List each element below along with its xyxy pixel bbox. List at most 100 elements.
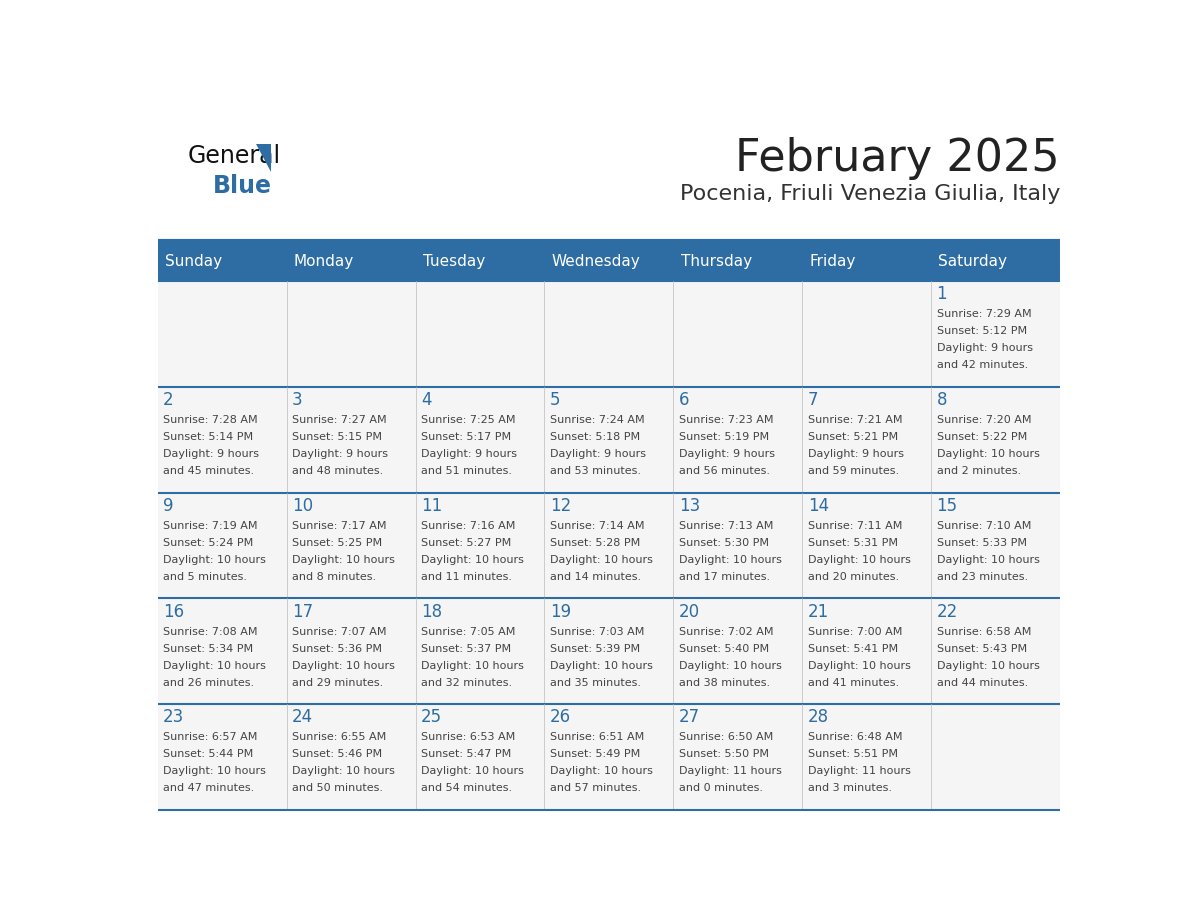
FancyBboxPatch shape	[286, 599, 416, 704]
Text: 2: 2	[163, 391, 173, 409]
Text: Tuesday: Tuesday	[423, 253, 485, 269]
Text: and 3 minutes.: and 3 minutes.	[808, 783, 892, 793]
Text: 28: 28	[808, 709, 829, 726]
FancyBboxPatch shape	[416, 281, 544, 387]
Text: Daylight: 10 hours: Daylight: 10 hours	[936, 554, 1040, 565]
Text: Sunrise: 7:00 AM: Sunrise: 7:00 AM	[808, 627, 902, 637]
Text: Daylight: 10 hours: Daylight: 10 hours	[808, 554, 910, 565]
Text: Sunrise: 7:27 AM: Sunrise: 7:27 AM	[292, 415, 387, 425]
Text: 12: 12	[550, 497, 571, 515]
FancyBboxPatch shape	[416, 493, 544, 599]
Text: Sunrise: 7:25 AM: Sunrise: 7:25 AM	[421, 415, 516, 425]
Text: Sunset: 5:39 PM: Sunset: 5:39 PM	[550, 644, 640, 654]
Text: 15: 15	[936, 497, 958, 515]
Text: General: General	[188, 144, 280, 168]
Text: 1: 1	[936, 285, 947, 304]
Text: Sunset: 5:51 PM: Sunset: 5:51 PM	[808, 749, 898, 759]
Text: 16: 16	[163, 603, 184, 621]
Text: and 56 minutes.: and 56 minutes.	[678, 466, 770, 476]
Text: Thursday: Thursday	[681, 253, 752, 269]
Text: Monday: Monday	[293, 253, 354, 269]
Text: and 54 minutes.: and 54 minutes.	[421, 783, 512, 793]
FancyBboxPatch shape	[158, 704, 286, 810]
Text: and 48 minutes.: and 48 minutes.	[292, 466, 384, 476]
Text: Daylight: 9 hours: Daylight: 9 hours	[421, 449, 517, 459]
Text: and 50 minutes.: and 50 minutes.	[292, 783, 383, 793]
Text: 19: 19	[550, 603, 571, 621]
Text: Sunset: 5:30 PM: Sunset: 5:30 PM	[678, 538, 769, 548]
Text: Sunset: 5:27 PM: Sunset: 5:27 PM	[421, 538, 511, 548]
Text: Daylight: 11 hours: Daylight: 11 hours	[808, 767, 910, 777]
FancyBboxPatch shape	[544, 493, 674, 599]
Text: Sunrise: 7:14 AM: Sunrise: 7:14 AM	[550, 521, 644, 531]
Text: Daylight: 10 hours: Daylight: 10 hours	[292, 661, 394, 671]
Text: 25: 25	[421, 709, 442, 726]
FancyBboxPatch shape	[286, 493, 416, 599]
Text: Blue: Blue	[213, 174, 272, 197]
Text: 24: 24	[292, 709, 314, 726]
Text: 9: 9	[163, 497, 173, 515]
Text: Sunrise: 6:50 AM: Sunrise: 6:50 AM	[678, 733, 773, 743]
FancyBboxPatch shape	[286, 704, 416, 810]
Text: and 59 minutes.: and 59 minutes.	[808, 466, 899, 476]
Text: and 35 minutes.: and 35 minutes.	[550, 677, 640, 688]
Text: and 57 minutes.: and 57 minutes.	[550, 783, 642, 793]
Text: Sunrise: 7:08 AM: Sunrise: 7:08 AM	[163, 627, 258, 637]
Text: Daylight: 10 hours: Daylight: 10 hours	[678, 661, 782, 671]
Text: 13: 13	[678, 497, 700, 515]
FancyBboxPatch shape	[416, 387, 544, 493]
Text: Sunset: 5:47 PM: Sunset: 5:47 PM	[421, 749, 511, 759]
FancyBboxPatch shape	[674, 281, 802, 387]
FancyBboxPatch shape	[931, 704, 1060, 810]
Text: Daylight: 10 hours: Daylight: 10 hours	[292, 767, 394, 777]
Text: Sunrise: 7:21 AM: Sunrise: 7:21 AM	[808, 415, 902, 425]
Text: and 8 minutes.: and 8 minutes.	[292, 572, 377, 582]
FancyBboxPatch shape	[544, 387, 674, 493]
Text: Sunrise: 7:10 AM: Sunrise: 7:10 AM	[936, 521, 1031, 531]
Text: Daylight: 10 hours: Daylight: 10 hours	[163, 767, 266, 777]
Text: 6: 6	[678, 391, 689, 409]
Text: Daylight: 10 hours: Daylight: 10 hours	[163, 661, 266, 671]
Text: 8: 8	[936, 391, 947, 409]
Polygon shape	[257, 144, 271, 173]
Text: Pocenia, Friuli Venezia Giulia, Italy: Pocenia, Friuli Venezia Giulia, Italy	[680, 185, 1060, 205]
Text: Daylight: 10 hours: Daylight: 10 hours	[678, 554, 782, 565]
Text: Sunset: 5:12 PM: Sunset: 5:12 PM	[936, 327, 1026, 337]
Text: Sunrise: 7:11 AM: Sunrise: 7:11 AM	[808, 521, 902, 531]
Text: Daylight: 10 hours: Daylight: 10 hours	[292, 554, 394, 565]
Text: Daylight: 10 hours: Daylight: 10 hours	[808, 661, 910, 671]
FancyBboxPatch shape	[286, 281, 416, 387]
FancyBboxPatch shape	[674, 387, 802, 493]
Text: and 51 minutes.: and 51 minutes.	[421, 466, 512, 476]
Text: 11: 11	[421, 497, 442, 515]
Text: Daylight: 10 hours: Daylight: 10 hours	[550, 767, 652, 777]
Text: Sunset: 5:50 PM: Sunset: 5:50 PM	[678, 749, 769, 759]
FancyBboxPatch shape	[674, 599, 802, 704]
Text: and 38 minutes.: and 38 minutes.	[678, 677, 770, 688]
Text: Sunrise: 7:23 AM: Sunrise: 7:23 AM	[678, 415, 773, 425]
FancyBboxPatch shape	[286, 387, 416, 493]
Text: Sunset: 5:24 PM: Sunset: 5:24 PM	[163, 538, 253, 548]
Text: Sunset: 5:31 PM: Sunset: 5:31 PM	[808, 538, 898, 548]
Text: Sunday: Sunday	[165, 253, 222, 269]
Text: Sunrise: 7:16 AM: Sunrise: 7:16 AM	[421, 521, 516, 531]
Text: Sunset: 5:28 PM: Sunset: 5:28 PM	[550, 538, 640, 548]
Text: Sunset: 5:25 PM: Sunset: 5:25 PM	[292, 538, 383, 548]
FancyBboxPatch shape	[544, 599, 674, 704]
Text: Daylight: 9 hours: Daylight: 9 hours	[550, 449, 646, 459]
Text: Daylight: 10 hours: Daylight: 10 hours	[421, 767, 524, 777]
FancyBboxPatch shape	[931, 281, 1060, 387]
Text: Sunrise: 7:20 AM: Sunrise: 7:20 AM	[936, 415, 1031, 425]
Text: and 44 minutes.: and 44 minutes.	[936, 677, 1028, 688]
Text: 20: 20	[678, 603, 700, 621]
Text: Sunset: 5:21 PM: Sunset: 5:21 PM	[808, 432, 898, 442]
Text: Friday: Friday	[809, 253, 855, 269]
Text: and 17 minutes.: and 17 minutes.	[678, 572, 770, 582]
Text: 23: 23	[163, 709, 184, 726]
Text: and 42 minutes.: and 42 minutes.	[936, 361, 1028, 370]
Text: Sunrise: 6:58 AM: Sunrise: 6:58 AM	[936, 627, 1031, 637]
FancyBboxPatch shape	[158, 241, 1060, 281]
Text: Sunrise: 6:53 AM: Sunrise: 6:53 AM	[421, 733, 516, 743]
FancyBboxPatch shape	[802, 387, 931, 493]
Text: 7: 7	[808, 391, 819, 409]
